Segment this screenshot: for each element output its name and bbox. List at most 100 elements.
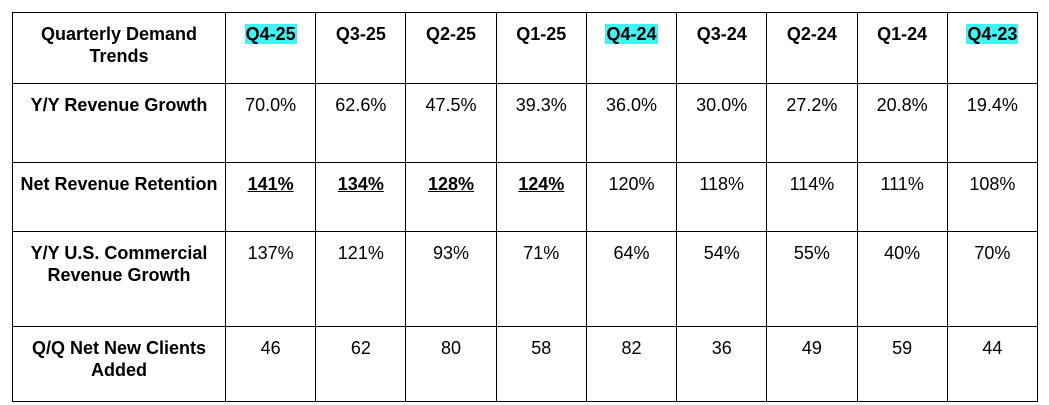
value-cell: 47.5% bbox=[405, 83, 497, 163]
value-cell: 62.6% bbox=[315, 83, 407, 163]
value-cell: 27.2% bbox=[766, 83, 858, 163]
column-label: Q2-24 bbox=[786, 24, 837, 44]
value-cell: 30.0% bbox=[676, 83, 768, 163]
column-label: Q3-24 bbox=[696, 24, 747, 44]
data-row: Y/Y U.S. Commercial Revenue Growth 137% 12… bbox=[12, 231, 1039, 327]
value-cell: 64% bbox=[585, 231, 678, 327]
demand-table: Quarterly Demand Trends Q4-25 Q3-25 Q2-25 Q1… bbox=[12, 12, 1039, 402]
column-label: Q1-25 bbox=[516, 24, 567, 44]
cell-value: 71% bbox=[523, 243, 560, 263]
cell-value: 141% bbox=[247, 174, 294, 194]
value-cell: 54% bbox=[676, 231, 768, 327]
cell-value: 70% bbox=[974, 243, 1011, 263]
header-row: Quarterly Demand Trends Q4-25 Q3-25 Q2-25 Q1… bbox=[12, 12, 1039, 84]
header-cell: Q4-25 bbox=[224, 12, 317, 84]
value-cell: 46 bbox=[224, 326, 317, 402]
cell-value: 120% bbox=[608, 174, 655, 194]
cell-value: 40% bbox=[884, 243, 921, 263]
column-label: Q1-24 bbox=[877, 24, 928, 44]
row-label: Q/Q Net New Clients Added bbox=[12, 326, 226, 402]
cell-value: 30.0% bbox=[696, 95, 748, 115]
header-cell: Q2-25 bbox=[405, 12, 497, 84]
value-cell: 58 bbox=[495, 326, 587, 402]
cell-value: 114% bbox=[789, 174, 835, 194]
cell-value: 59 bbox=[892, 338, 913, 358]
cell-value: 108% bbox=[969, 174, 1016, 194]
cell-value: 62 bbox=[350, 338, 371, 358]
header-cell: Q1-25 bbox=[495, 12, 587, 84]
cell-value: 46 bbox=[260, 338, 281, 358]
value-cell: 36 bbox=[676, 326, 768, 402]
value-cell: 111% bbox=[856, 162, 948, 232]
value-cell: 71% bbox=[495, 231, 587, 327]
table-body: Quarterly Demand Trends Q4-25 Q3-25 Q2-25 Q1… bbox=[12, 12, 1039, 402]
column-label: Q4-23 bbox=[966, 24, 1019, 44]
value-cell: 124% bbox=[495, 162, 587, 232]
row-label: Y/Y U.S. Commercial Revenue Growth bbox=[12, 231, 226, 327]
cell-value: 137% bbox=[247, 243, 294, 263]
value-cell: 80 bbox=[405, 326, 497, 402]
cell-value: 62.6% bbox=[335, 95, 387, 115]
row-label: Y/Y Revenue Growth bbox=[12, 83, 226, 163]
cell-value: 36 bbox=[711, 338, 732, 358]
value-cell: 128% bbox=[405, 162, 497, 232]
value-cell: 39.3% bbox=[495, 83, 587, 163]
value-cell: 114% bbox=[766, 162, 858, 232]
value-cell: 49 bbox=[766, 326, 858, 402]
cell-value: 44 bbox=[982, 338, 1003, 358]
header-cell: Q3-25 bbox=[315, 12, 407, 84]
cell-value: 124% bbox=[518, 174, 565, 194]
value-cell: 82 bbox=[585, 326, 678, 402]
value-cell: 118% bbox=[676, 162, 768, 232]
cell-value: 27.2% bbox=[786, 95, 838, 115]
cell-value: 118% bbox=[699, 174, 745, 194]
cell-value: 20.8% bbox=[876, 95, 928, 115]
column-label: Q3-25 bbox=[335, 24, 386, 44]
row-label: Net Revenue Retention bbox=[12, 162, 226, 232]
cell-value: 82 bbox=[621, 338, 642, 358]
value-cell: 120% bbox=[585, 162, 678, 232]
cell-value: 39.3% bbox=[515, 95, 567, 115]
value-cell: 141% bbox=[224, 162, 317, 232]
value-cell: 36.0% bbox=[585, 83, 678, 163]
data-row: Q/Q Net New Clients Added 46 62 80 58 82 36 49 5… bbox=[12, 326, 1039, 402]
value-cell: 70% bbox=[946, 231, 1039, 327]
value-cell: 137% bbox=[224, 231, 317, 327]
value-cell: 59 bbox=[856, 326, 948, 402]
cell-value: 111% bbox=[880, 174, 924, 194]
value-cell: 93% bbox=[405, 231, 497, 327]
cell-value: 54% bbox=[703, 243, 740, 263]
header-cell: Q2-24 bbox=[766, 12, 858, 84]
header-cell: Q1-24 bbox=[856, 12, 948, 84]
header-cell: Q4-24 bbox=[585, 12, 678, 84]
cell-value: 19.4% bbox=[966, 95, 1018, 115]
value-cell: 44 bbox=[946, 326, 1039, 402]
cell-value: 49 bbox=[801, 338, 822, 358]
value-cell: 40% bbox=[856, 231, 948, 327]
column-label: Q4-24 bbox=[605, 24, 658, 44]
header-cell: Q3-24 bbox=[676, 12, 768, 84]
column-label: Q2-25 bbox=[426, 24, 477, 44]
cell-value: 80 bbox=[441, 338, 462, 358]
cell-value: 128% bbox=[428, 174, 475, 194]
data-row: Y/Y Revenue Growth 70.0% 62.6% 47.5% 39.3% 36… bbox=[12, 83, 1039, 163]
value-cell: 62 bbox=[315, 326, 407, 402]
cell-value: 121% bbox=[337, 243, 384, 263]
cell-value: 93% bbox=[433, 243, 470, 263]
value-cell: 108% bbox=[946, 162, 1039, 232]
header-cell: Q4-23 bbox=[946, 12, 1039, 84]
cell-value: 36.0% bbox=[605, 95, 657, 115]
cell-value: 55% bbox=[793, 243, 830, 263]
cell-value: 47.5% bbox=[425, 95, 477, 115]
value-cell: 134% bbox=[315, 162, 407, 232]
value-cell: 55% bbox=[766, 231, 858, 327]
value-cell: 121% bbox=[315, 231, 407, 327]
cell-value: 134% bbox=[337, 174, 384, 194]
cell-value: 70.0% bbox=[245, 95, 297, 115]
value-cell: 70.0% bbox=[224, 83, 317, 163]
cell-value: 58 bbox=[531, 338, 552, 358]
column-label: Q4-25 bbox=[244, 24, 297, 44]
data-row: Net Revenue Retention 141% 134% 128% 124% 120… bbox=[12, 162, 1039, 232]
value-cell: 20.8% bbox=[856, 83, 948, 163]
